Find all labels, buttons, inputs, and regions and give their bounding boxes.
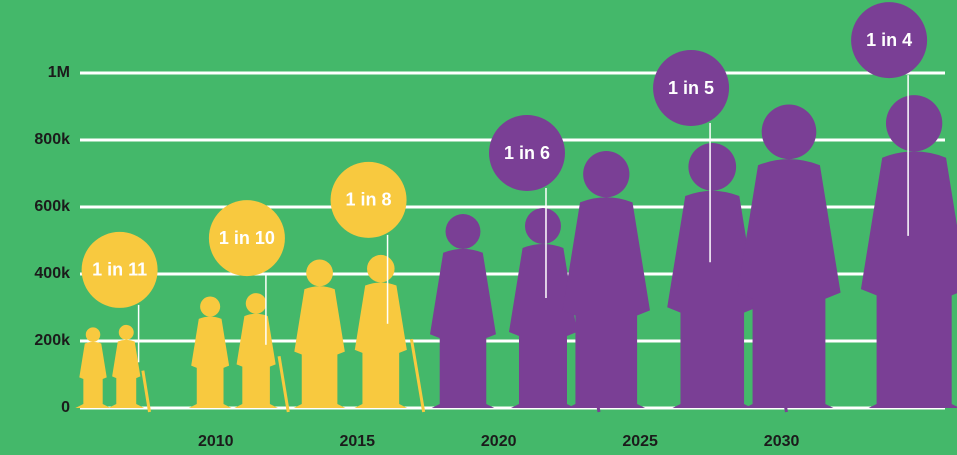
cane [277,356,290,413]
balloon [851,2,928,79]
y-tick-label: 400k [34,265,70,282]
figure-pair [75,324,145,408]
balloon [653,50,730,127]
balloon [81,231,158,308]
x-tick-label: 2020 [481,433,517,450]
figure-pair [562,143,758,408]
balloon [208,200,285,277]
balloon-label: 1 in 10 [219,228,275,248]
y-tick-label: 200k [34,332,70,349]
x-tick-label: 2010 [198,433,234,450]
cane [409,338,426,413]
balloon [330,161,407,238]
y-tick-label: 600k [34,198,70,215]
balloon [488,115,565,192]
balloon-label: 1 in 4 [866,30,912,50]
x-tick-label: 2025 [622,433,658,450]
y-tick-label: 800k [34,131,70,148]
balloon-label: 1 in 8 [346,190,392,210]
figure-pair [737,95,957,408]
cane [141,370,151,413]
figure-pair [430,207,577,408]
y-tick-label: 1M [48,64,70,81]
balloon-label: 1 in 11 [92,260,147,280]
x-tick-label: 2030 [764,433,800,450]
balloon-label: 1 in 6 [504,143,550,163]
y-tick-label: 0 [61,399,70,416]
x-tick-label: 2015 [339,433,375,450]
figure-pair [188,293,278,408]
figure-pair [293,254,408,408]
balloon-label: 1 in 5 [668,78,714,98]
